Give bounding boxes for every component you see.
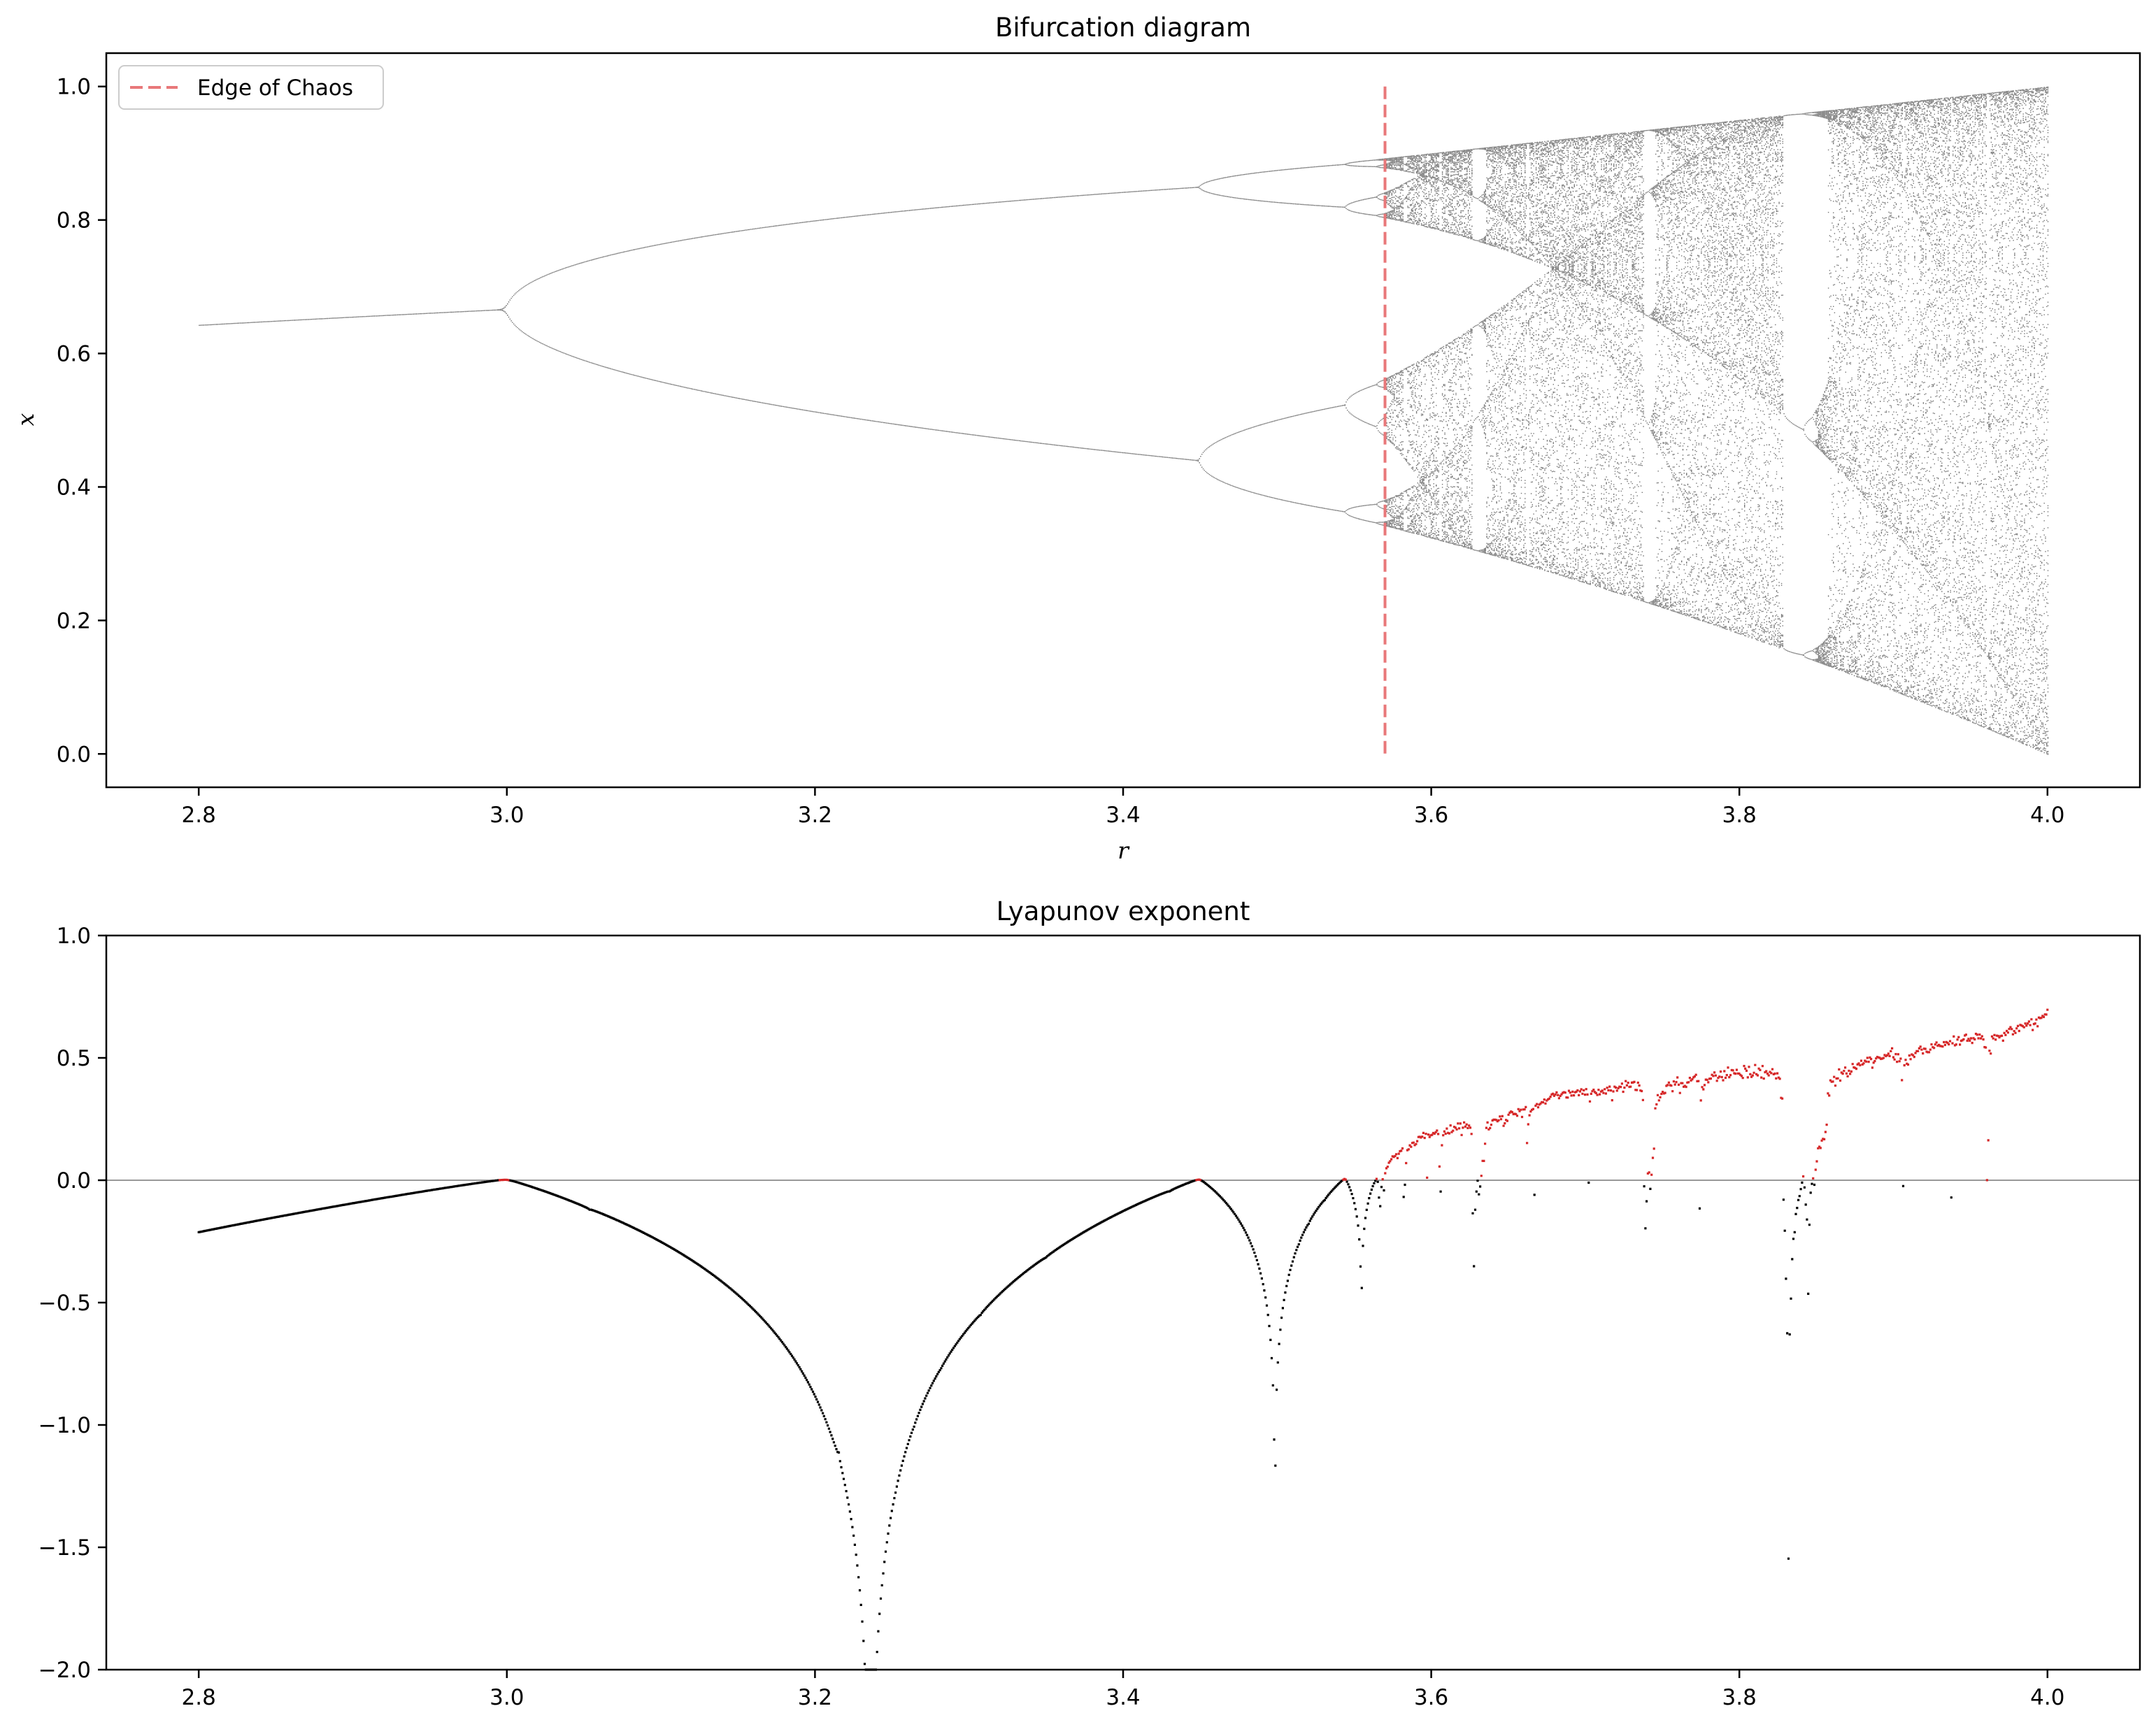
bifurcation-x-ticks: 2.8 3.0 3.2 3.4 3.6 3.8 4.0 [182, 787, 2064, 828]
bifurcation-y-label: x [12, 413, 39, 426]
bifurcation-y-tick-label: 0.2 [57, 608, 91, 633]
lyapunov-points [197, 1008, 2049, 1671]
lyapunov-x-tick-label: 3.0 [490, 1685, 524, 1710]
bifurcation-x-tick-label: 3.8 [1722, 803, 1757, 828]
lyapunov-title: Lyapunov exponent [997, 896, 1250, 926]
lyapunov-y-tick-label: −2.0 [38, 1658, 91, 1683]
bifurcation-points [199, 86, 2049, 755]
bifurcation-legend: Edge of Chaos [118, 65, 384, 110]
lyapunov-y-tick-label: −1.5 [38, 1535, 91, 1561]
lyapunov-x-tick-label: 3.4 [1106, 1685, 1140, 1710]
lyapunov-negative-series [197, 1179, 1952, 1671]
bifurcation-y-tick-label: 0.8 [57, 208, 91, 234]
lyapunov-x-ticks: 2.8 3.0 3.2 3.4 3.6 3.8 4.0 [182, 1670, 2064, 1710]
lyapunov-axes-frame [105, 934, 2141, 1671]
lyapunov-x-tick-label: 2.8 [182, 1685, 216, 1710]
bifurcation-y-tick-label: 0.4 [57, 475, 91, 500]
bifurcation-x-tick-label: 3.0 [490, 803, 524, 828]
lyapunov-x-tick-label: 3.6 [1414, 1685, 1448, 1710]
bifurcation-x-tick-label: 3.6 [1414, 803, 1448, 828]
bifurcation-y-ticks: 0.0 0.2 0.4 0.6 0.8 1.0 [57, 75, 106, 767]
lyapunov-y-tick-label: 0.0 [57, 1168, 91, 1194]
bifurcation-x-tick-label: 3.4 [1106, 803, 1140, 828]
bifurcation-y-tick-label: 0.6 [57, 342, 91, 367]
lyapunov-positive-series [498, 1008, 2049, 1182]
lyapunov-y-tick-label: 0.5 [57, 1046, 91, 1071]
bifurcation-scatter-series [199, 86, 2049, 755]
bifurcation-x-tick-label: 2.8 [182, 803, 216, 828]
lyapunov-y-tick-label: −1.0 [38, 1413, 91, 1438]
bifurcation-axes-frame [105, 52, 2141, 789]
bifurcation-y-tick-label: 0.0 [57, 742, 91, 767]
legend-box [118, 65, 384, 110]
lyapunov-panel: Lyapunov exponent 2.8 3.0 3.2 3.4 3.6 3.8 4.0 … [38, 896, 2141, 1710]
bifurcation-x-tick-label: 4.0 [2030, 803, 2064, 828]
lyapunov-x-tick-label: 4.0 [2030, 1685, 2064, 1710]
lyapunov-x-tick-label: 3.8 [1722, 1685, 1757, 1710]
bifurcation-title: Bifurcation diagram [995, 13, 1251, 43]
lyapunov-y-tick-label: −0.5 [38, 1291, 91, 1316]
lyapunov-x-tick-label: 3.2 [798, 1685, 832, 1710]
bifurcation-x-label: r [1118, 837, 1130, 864]
lyapunov-y-ticks: −2.0 −1.5 −1.0 −0.5 0.0 0.5 1.0 [38, 924, 106, 1683]
bifurcation-x-tick-label: 3.2 [798, 803, 832, 828]
legend-label-edge-of-chaos: Edge of Chaos [197, 76, 353, 101]
bifurcation-panel: Bifurcation diagram 2.8 3.0 3.2 3.4 3.6 3.8 4.… [12, 13, 2141, 864]
bifurcation-y-tick-label: 1.0 [57, 75, 91, 100]
lyapunov-y-tick-label: 1.0 [57, 924, 91, 949]
